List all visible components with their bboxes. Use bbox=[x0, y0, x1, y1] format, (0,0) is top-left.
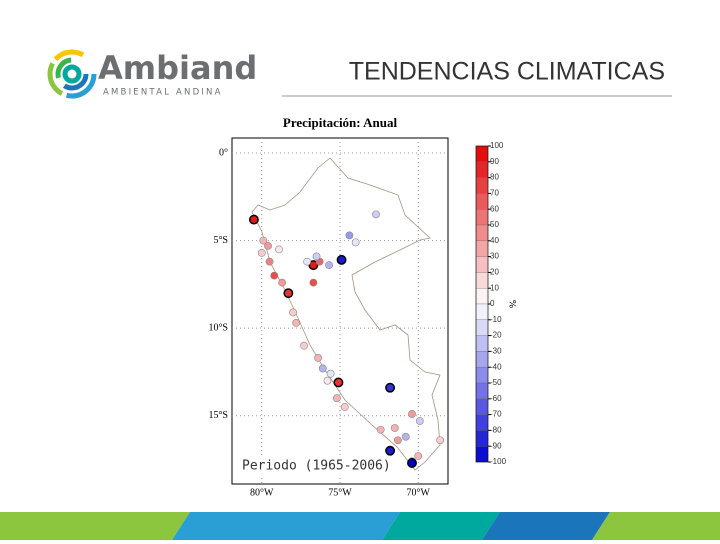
colorbar-segment bbox=[475, 161, 489, 178]
station-marker bbox=[303, 257, 312, 266]
country-outline bbox=[251, 157, 441, 471]
footer-stripe bbox=[0, 512, 720, 540]
station-marker bbox=[326, 369, 335, 378]
colorbar-tick-label: 90 bbox=[490, 157, 499, 166]
x-tick-label: 70°W bbox=[407, 487, 431, 498]
y-tick-label: 5°S bbox=[213, 235, 228, 246]
colorbar-tick-label: 100 bbox=[490, 141, 504, 150]
station-marker bbox=[314, 354, 322, 362]
colorbar-tick-label: -100 bbox=[490, 457, 507, 466]
station-marker bbox=[385, 445, 396, 456]
colorbar-tick-label: -40 bbox=[490, 362, 502, 371]
station-marker bbox=[309, 278, 318, 287]
colorbar-tick-label: -80 bbox=[490, 426, 502, 435]
station-marker bbox=[283, 288, 294, 299]
colorbar-segment bbox=[475, 367, 489, 384]
station-marker bbox=[394, 436, 402, 445]
station-marker bbox=[415, 417, 424, 425]
logo-name: Ambiand bbox=[98, 49, 257, 87]
station-marker bbox=[259, 236, 268, 245]
station-marker bbox=[265, 257, 274, 266]
colorbar-tick-label: 30 bbox=[490, 252, 499, 261]
station-marker bbox=[351, 238, 360, 247]
station-marker bbox=[300, 341, 308, 350]
station-marker bbox=[345, 231, 354, 240]
colorbar-tick-label: 20 bbox=[490, 268, 499, 277]
colorbar-label: % bbox=[507, 300, 517, 309]
station-marker bbox=[436, 436, 445, 445]
colorbar-segment bbox=[475, 414, 489, 431]
period-annotation: Periodo (1965-2006) bbox=[242, 459, 391, 474]
slide-title: TENDENCIAS CLIMATICAS bbox=[349, 58, 665, 86]
colorbar-segment bbox=[475, 256, 489, 273]
station-marker bbox=[336, 254, 347, 265]
colorbar-segment bbox=[475, 382, 489, 399]
station-marker bbox=[289, 308, 297, 317]
logo-tagline: AMBIENTAL ANDINA bbox=[103, 88, 223, 98]
station-marker bbox=[408, 410, 416, 418]
station-marker bbox=[332, 394, 341, 403]
annotation-box bbox=[238, 455, 378, 475]
colorbar-segment bbox=[475, 398, 489, 415]
colorbar-tick-label: 0 bbox=[490, 299, 495, 308]
logo-mark bbox=[47, 49, 97, 99]
station-marker bbox=[390, 424, 399, 432]
colorbar-segment bbox=[475, 303, 489, 320]
station-marker bbox=[264, 241, 272, 250]
station-marker bbox=[333, 377, 344, 388]
station-marker bbox=[275, 245, 283, 254]
colorbar-tick-label: 40 bbox=[490, 236, 499, 245]
colorbar-segment bbox=[475, 319, 489, 336]
station-marker bbox=[385, 382, 396, 393]
colorbar-tick-label: -30 bbox=[490, 347, 502, 356]
colorbar-tick-label: 10 bbox=[490, 283, 499, 292]
colorbar-segment bbox=[475, 193, 489, 210]
colorbar-tick-label: -70 bbox=[490, 410, 502, 419]
x-tick-label: 80°W bbox=[250, 487, 274, 498]
colorbar-segment bbox=[475, 288, 489, 305]
colorbar-tick-label: -20 bbox=[490, 331, 502, 340]
station-marker bbox=[248, 214, 259, 225]
y-tick-label: 10°S bbox=[208, 322, 228, 333]
y-tick-label: 15°S bbox=[208, 410, 228, 421]
colorbar-tick-label: -10 bbox=[490, 315, 502, 324]
colorbar-segment bbox=[475, 224, 489, 241]
station-marker bbox=[257, 248, 266, 257]
colorbar-tick-label: -90 bbox=[490, 441, 502, 450]
colorbar-segment bbox=[475, 209, 489, 226]
colorbar-tick-label: 80 bbox=[490, 173, 499, 182]
colorbar-segment bbox=[475, 145, 489, 162]
station-marker bbox=[340, 403, 349, 411]
colorbar-segment bbox=[475, 177, 489, 194]
station-marker bbox=[401, 432, 410, 441]
station-marker bbox=[414, 452, 423, 460]
colorbar-segment bbox=[475, 272, 489, 289]
x-tick-label: 75°W bbox=[328, 487, 352, 498]
colorbar-tick-label: -50 bbox=[490, 378, 502, 387]
map-title: Precipitación: Anual bbox=[283, 115, 398, 130]
colorbar-segment bbox=[475, 351, 489, 368]
station-marker bbox=[308, 260, 319, 271]
station-marker bbox=[407, 458, 417, 468]
station-marker bbox=[318, 364, 327, 373]
colorbar-frame bbox=[475, 145, 489, 463]
station-marker bbox=[270, 271, 279, 280]
station-marker bbox=[323, 376, 332, 385]
colorbar-segment bbox=[475, 430, 489, 447]
station-marker bbox=[372, 210, 380, 219]
station-marker bbox=[376, 425, 385, 434]
colorbar-segment bbox=[475, 240, 489, 257]
station-marker bbox=[325, 261, 333, 270]
colorbar-segment bbox=[475, 335, 489, 352]
colorbar-segment bbox=[475, 446, 489, 463]
station-marker bbox=[292, 319, 301, 327]
colorbar-tick-label: 60 bbox=[490, 204, 499, 213]
colorbar-tick-label: 70 bbox=[490, 189, 499, 198]
station-marker bbox=[278, 278, 286, 287]
colorbar-tick-label: -60 bbox=[490, 394, 502, 403]
y-tick-label: 0° bbox=[219, 147, 228, 158]
colorbar-tick-label: 50 bbox=[490, 220, 499, 229]
station-marker bbox=[312, 252, 321, 261]
